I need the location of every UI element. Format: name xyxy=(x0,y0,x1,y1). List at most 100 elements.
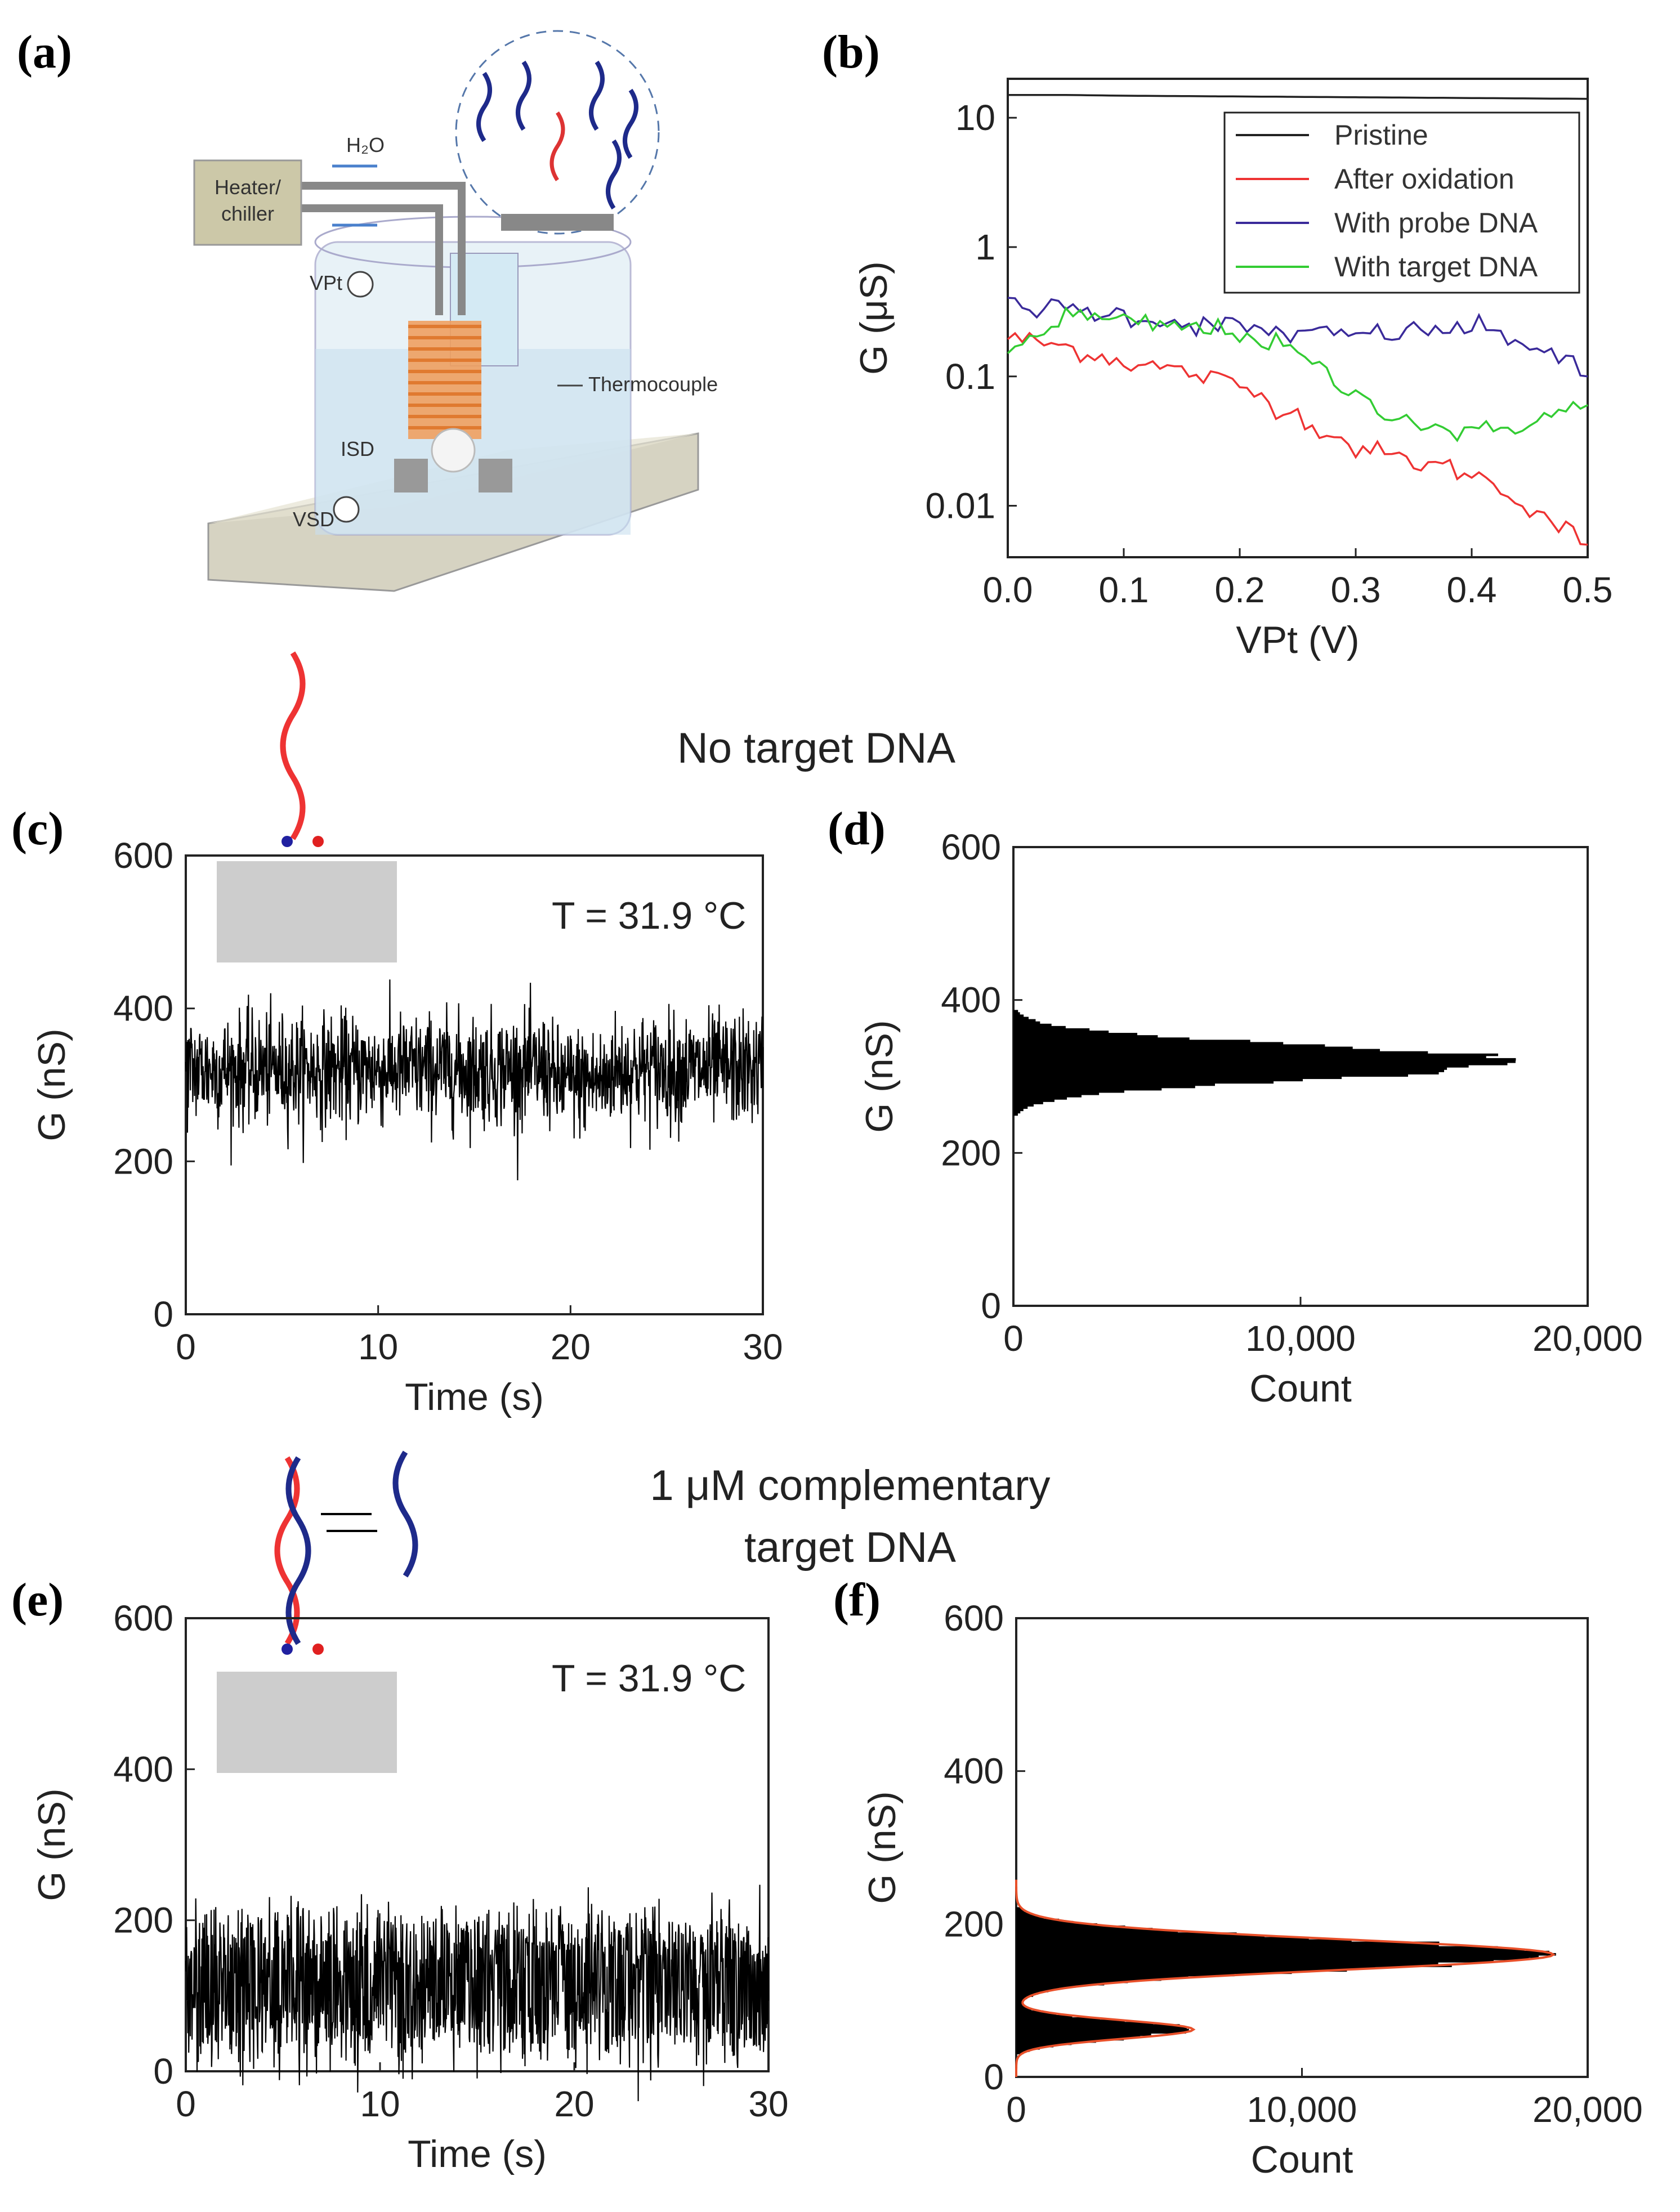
heading-target-1: 1 μM complementary xyxy=(650,1462,1050,1510)
hist-bar-f xyxy=(1016,2014,1073,2018)
hist-bar-d xyxy=(1013,1010,1018,1013)
hist-bar-f xyxy=(1016,1930,1178,1933)
hist-bar-d xyxy=(1013,1095,1082,1098)
chart-b-frame xyxy=(1007,78,1589,558)
heater-box xyxy=(193,159,302,246)
hist-bar-f xyxy=(1016,1928,1153,1931)
series-pristine xyxy=(1008,93,1588,100)
hist-bar-f xyxy=(1016,1955,1539,1958)
hist-bar-d xyxy=(1013,1033,1138,1036)
chart-e: 0 10 20 30 0 200 400 600 Time (s) G (nS) xyxy=(30,1598,789,2175)
heating-coil xyxy=(408,321,481,439)
panel-e-label: (e) xyxy=(11,1574,64,1626)
hist-bar-d xyxy=(1013,1046,1353,1050)
free-target-strand xyxy=(392,1450,418,1578)
x-tick-label-c-1: 10 xyxy=(358,1327,398,1367)
legend-box xyxy=(1223,111,1580,294)
chart-f-frame xyxy=(1015,1617,1589,2078)
hist-bar-f xyxy=(1016,1926,1125,1928)
y-tick-label-d-2: 400 xyxy=(941,980,1001,1020)
h2o-label: H₂O xyxy=(346,133,385,156)
nanotube-lattice-icon xyxy=(217,861,397,962)
legend-label-2: With probe DNA xyxy=(1334,207,1538,239)
x-axis-label-e: Time (s) xyxy=(408,2133,547,2175)
hist-bar-d xyxy=(1013,1031,1109,1033)
fit-curve-f xyxy=(1015,1879,1556,2077)
hist-bar-f xyxy=(1016,1911,1030,1915)
x-tick-label-c-2: 20 xyxy=(551,1327,591,1367)
hist-bar-f xyxy=(1016,1971,1292,1974)
hist-bar-d xyxy=(1013,1097,1067,1100)
x-tick-label-b-4: 0.4 xyxy=(1447,570,1497,610)
hist-bar-d xyxy=(1013,1053,1498,1056)
y-tick-label-c-3: 600 xyxy=(113,835,173,876)
hist-bar-f xyxy=(1016,1978,1161,1981)
hist-bar-d xyxy=(1013,1051,1428,1054)
x-tick-label-c-0: 0 xyxy=(176,1327,196,1367)
hist-bar-d xyxy=(1013,1081,1274,1084)
hist-bar-f xyxy=(1016,1941,1440,1945)
hist-bar-d xyxy=(1013,1108,1024,1112)
hist-bar-f xyxy=(1016,1962,1438,1965)
oxygen-atom-icon-2 xyxy=(312,1644,324,1655)
hist-bar-d xyxy=(1013,1063,1508,1065)
hist-bar-f xyxy=(1016,2012,1057,2016)
vsd-label: VSD xyxy=(293,508,334,531)
x-axis-label-f: Count xyxy=(1251,2138,1353,2181)
pipe-out xyxy=(298,182,466,315)
hist-bar-d xyxy=(1013,1101,1043,1104)
hist-bar-f xyxy=(1016,1939,1352,1942)
hist-bar-f xyxy=(1016,2024,1180,2027)
hist-bar-f xyxy=(1016,1958,1529,1960)
hist-bar-d xyxy=(1013,1023,1052,1027)
hist-bar-f xyxy=(1016,2052,1024,2054)
x-tick-label-f-0: 0 xyxy=(1006,2089,1026,2130)
hist-bar-d xyxy=(1013,1083,1216,1086)
hist-bar-d xyxy=(1013,1065,1469,1068)
hist-bar-f xyxy=(1016,1920,1074,1924)
hist-bar-f xyxy=(1016,1985,1076,1988)
legend-label-1: After oxidation xyxy=(1334,163,1514,195)
hist-bar-f xyxy=(1016,1976,1188,1979)
hist-bar-f xyxy=(1016,2001,1022,2004)
hist-bar-f xyxy=(1016,2038,1124,2041)
hist-bar-d xyxy=(1013,1042,1284,1045)
hist-bar-f xyxy=(1016,1918,1060,1922)
chart-d: 0 10,000 20,000 0 200 400 600 Count G (nS) xyxy=(858,827,1643,1410)
legend-label-3: With target DNA xyxy=(1334,251,1538,283)
hist-bar-d xyxy=(1013,1049,1380,1052)
hist-bar-f xyxy=(1016,2010,1044,2013)
hist-bar-f xyxy=(1016,2003,1024,2007)
hist-bar-f xyxy=(1016,1969,1347,1972)
heater-label-1: Heater/ xyxy=(215,176,281,199)
hist-bar-f xyxy=(1016,1932,1237,1935)
hist-bar-f xyxy=(1016,1994,1034,1997)
hist-bar-f xyxy=(1016,1944,1439,1947)
hist-bar-f xyxy=(1016,2022,1154,2025)
hist-bar-f xyxy=(1016,1948,1525,1951)
x-tick-label-f-2: 20,000 xyxy=(1532,2089,1643,2130)
y-axis-label-d: G (nS) xyxy=(858,1020,901,1132)
hist-bar-f xyxy=(1016,2042,1072,2045)
hist-bar-d xyxy=(1013,1028,1090,1031)
hist-bar-d xyxy=(1013,1055,1486,1059)
trace-c xyxy=(185,979,764,1181)
hist-bar-f xyxy=(1016,2029,1189,2031)
hist-bar-f xyxy=(1016,1907,1022,1910)
y-tick-label-b-0: 10 xyxy=(955,97,995,138)
hist-bar-f xyxy=(1016,1982,1105,1986)
hist-bar-f xyxy=(1016,1953,1556,1956)
pipe-in xyxy=(298,204,443,315)
electrode-left xyxy=(394,459,428,492)
probe-dna-strand xyxy=(280,651,306,840)
panel-b-label: (b) xyxy=(822,26,880,78)
hist-bar-d xyxy=(1013,1087,1162,1091)
electrode-right xyxy=(479,459,512,492)
chart-b-legend: Pristine After oxidation With probe DNA Wit… xyxy=(1223,111,1580,294)
thermocouple-label: Thermocouple xyxy=(588,373,718,396)
hist-bar-f xyxy=(1016,2040,1096,2043)
isd-label: ISD xyxy=(341,437,374,460)
hist-bar-f xyxy=(1016,2008,1032,2011)
panel-a: (a) Heater/ chiller H₂O xyxy=(17,26,718,592)
